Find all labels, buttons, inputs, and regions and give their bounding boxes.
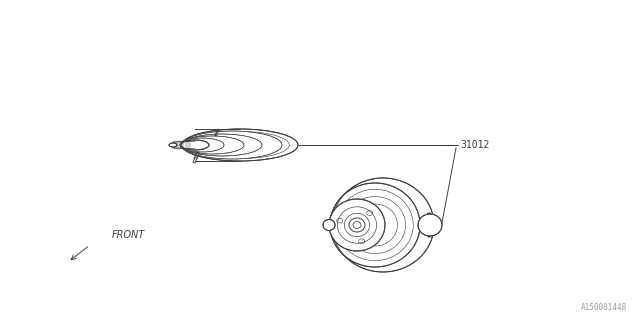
Ellipse shape [181,140,209,150]
Ellipse shape [332,178,434,272]
Ellipse shape [329,199,385,251]
Ellipse shape [418,214,442,236]
Text: FRONT: FRONT [112,230,145,240]
Ellipse shape [180,136,244,154]
Ellipse shape [323,220,335,230]
Text: 31012: 31012 [460,140,490,150]
Ellipse shape [169,143,177,147]
Text: A150001448: A150001448 [580,303,627,312]
Ellipse shape [330,183,420,267]
Ellipse shape [180,138,224,152]
Ellipse shape [182,129,298,161]
Ellipse shape [182,134,262,156]
Ellipse shape [182,131,282,159]
